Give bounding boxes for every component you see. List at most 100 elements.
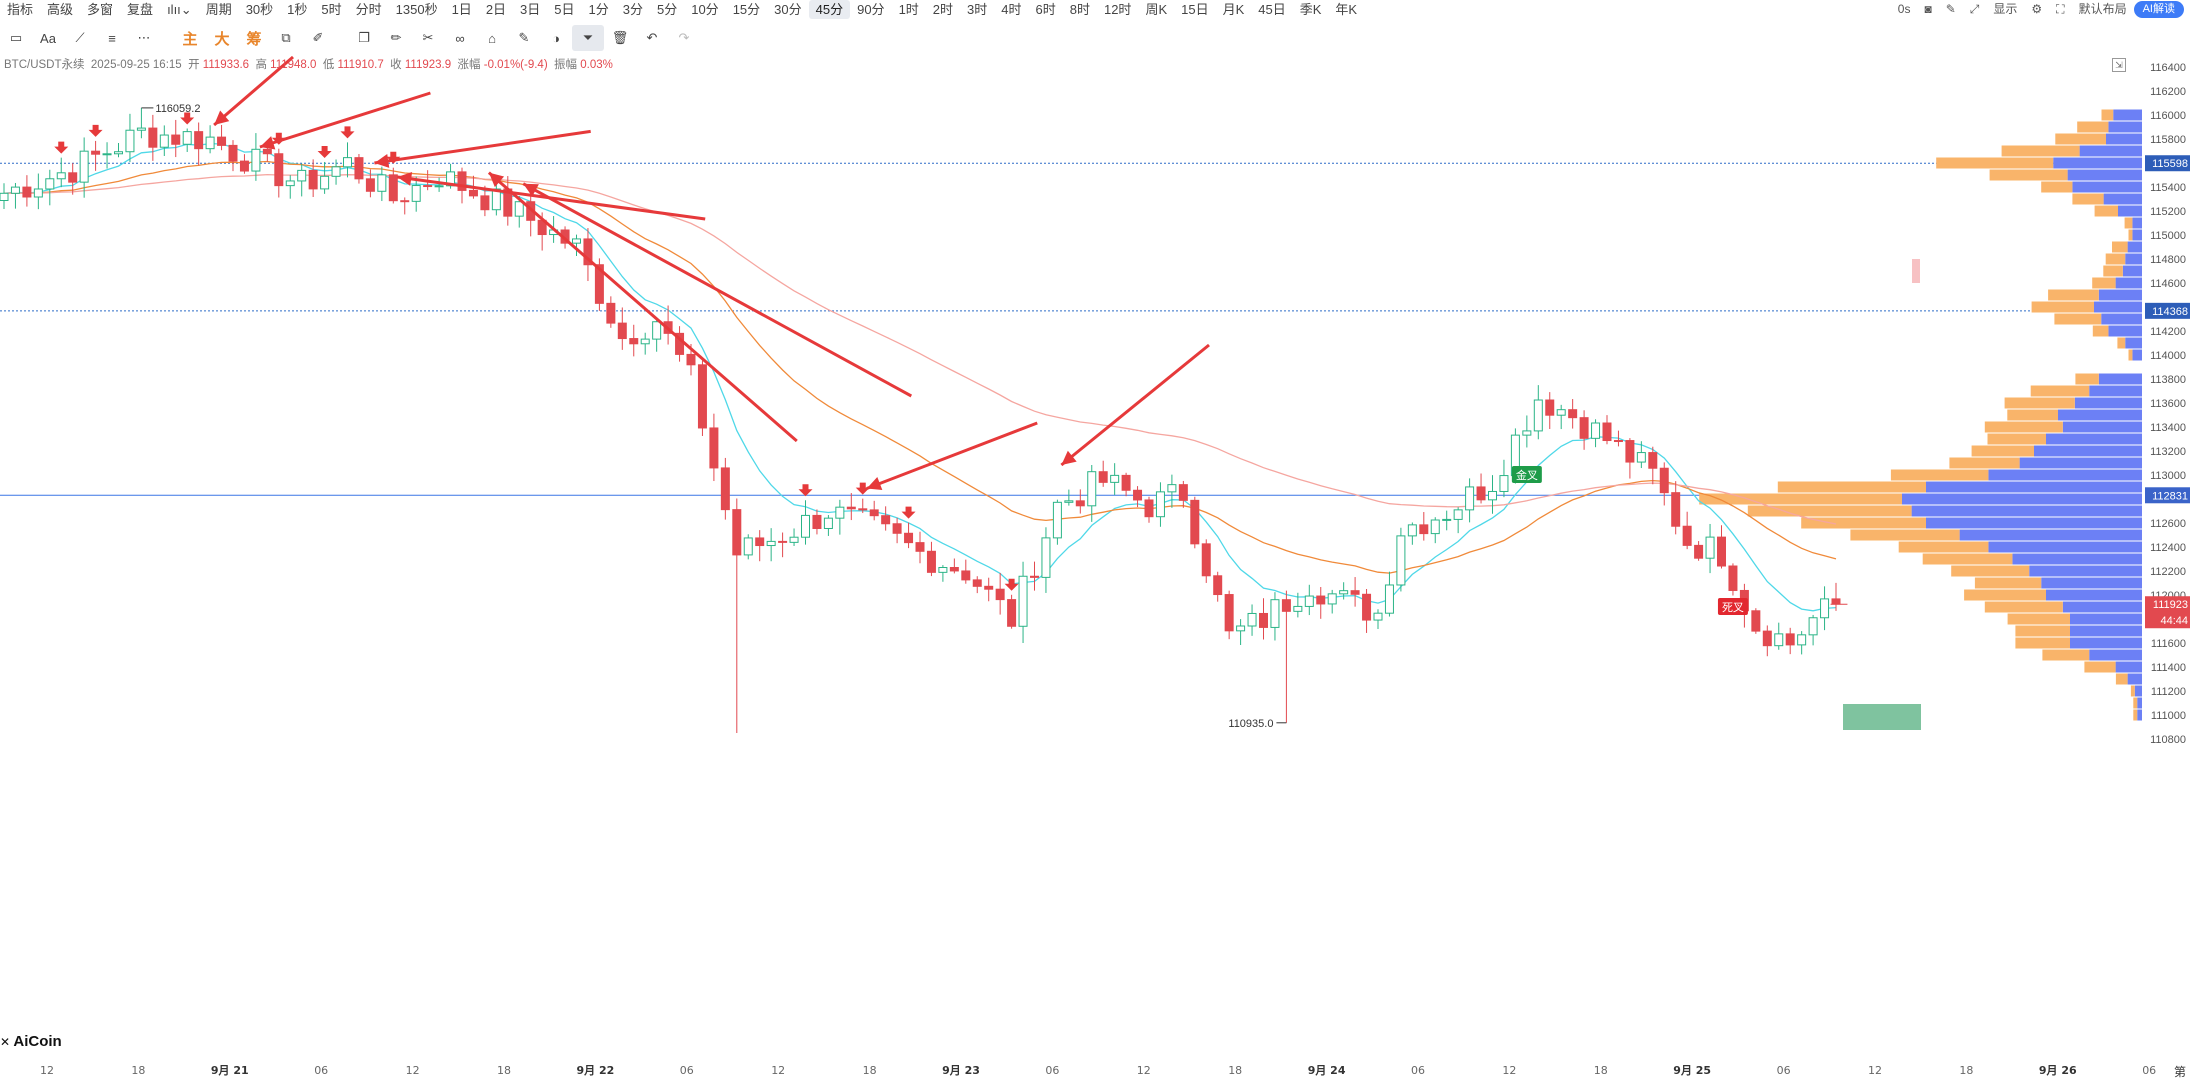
candle[interactable] [1041, 537, 1051, 578]
big-order-button[interactable]: 大 [214, 30, 230, 48]
candle[interactable] [984, 585, 994, 590]
candle[interactable] [285, 180, 295, 187]
candle[interactable] [823, 517, 833, 529]
candle[interactable] [1110, 474, 1120, 483]
candle[interactable] [1465, 486, 1475, 511]
candle[interactable] [904, 532, 914, 544]
period-item[interactable]: 45分 [808, 0, 851, 19]
period-item[interactable]: 季K [1299, 2, 1322, 17]
candle[interactable] [1453, 509, 1463, 520]
candle[interactable] [629, 338, 639, 345]
undo-icon[interactable]: ↶ [646, 30, 658, 45]
candle[interactable] [182, 131, 192, 145]
candle[interactable] [1350, 590, 1360, 595]
candle[interactable] [1636, 452, 1646, 463]
candle[interactable] [159, 134, 169, 148]
candle[interactable] [938, 567, 948, 573]
rect-icon[interactable]: ▭ [9, 30, 23, 45]
candle[interactable] [297, 169, 307, 182]
candle[interactable] [1682, 525, 1692, 546]
candle[interactable] [33, 188, 43, 198]
candle[interactable] [572, 238, 581, 244]
candle[interactable] [1270, 599, 1280, 628]
candle[interactable] [148, 127, 158, 148]
display-button[interactable]: 显示 [1993, 2, 2018, 16]
candle[interactable] [1568, 409, 1578, 419]
candle[interactable] [228, 144, 238, 162]
candle[interactable] [697, 364, 707, 429]
candle[interactable] [1762, 630, 1772, 647]
candle[interactable] [434, 185, 444, 188]
candle[interactable] [1144, 499, 1154, 518]
more-icon[interactable]: ⋯ [137, 30, 151, 45]
camera-icon[interactable]: ◙ [1924, 2, 1932, 16]
period-item[interactable]: 5时 [321, 2, 342, 17]
candle[interactable] [91, 150, 101, 155]
candle[interactable] [274, 153, 284, 187]
period-item[interactable]: 12时 [1103, 2, 1132, 17]
candle[interactable] [1339, 590, 1349, 595]
candle[interactable] [1499, 475, 1509, 492]
main-indicator-button[interactable]: 主 [182, 30, 198, 48]
candle[interactable] [136, 127, 146, 131]
candle[interactable] [0, 192, 9, 201]
candle[interactable] [1717, 536, 1726, 567]
period-item[interactable]: 周期 [205, 2, 232, 17]
filter-icon[interactable]: ⏷ [572, 25, 604, 51]
candle[interactable] [423, 185, 433, 188]
candle[interactable] [1602, 422, 1612, 442]
period-item[interactable]: 年K [1335, 2, 1358, 17]
chip-button[interactable]: 筹 [246, 30, 262, 48]
candle[interactable] [1694, 544, 1704, 559]
candle[interactable] [1121, 474, 1131, 491]
gear-icon[interactable]: ⚙ [2031, 2, 2043, 16]
expand-icon[interactable]: ⤢ [1969, 2, 1980, 16]
candle[interactable] [1579, 417, 1589, 439]
candle[interactable] [1659, 467, 1669, 494]
candle[interactable] [377, 174, 387, 192]
candle[interactable] [594, 264, 604, 304]
hlines-icon[interactable]: ≡ [108, 30, 116, 46]
candle[interactable] [720, 467, 730, 511]
period-item[interactable]: 3时 [967, 2, 988, 17]
candle[interactable] [45, 178, 55, 190]
candle[interactable] [1098, 471, 1108, 483]
candle[interactable] [1476, 486, 1486, 501]
period-item[interactable]: 复盘 [127, 2, 154, 17]
candle[interactable] [354, 157, 364, 180]
candle[interactable] [1155, 491, 1165, 518]
candle[interactable] [102, 153, 112, 156]
candle[interactable] [640, 338, 650, 345]
duplicate-icon[interactable]: ❐ [358, 30, 370, 45]
period-item[interactable]: 30分 [774, 2, 802, 17]
period-item[interactable]: 2日 [485, 2, 507, 17]
candle[interactable] [1808, 617, 1818, 636]
period-item[interactable]: 1350秒 [395, 2, 438, 17]
candle[interactable] [915, 542, 925, 552]
period-item[interactable]: 5日 [554, 2, 575, 17]
period-item[interactable]: 2时 [932, 2, 954, 17]
candle[interactable] [881, 515, 891, 525]
candle[interactable] [1293, 605, 1303, 612]
candle[interactable] [1064, 500, 1074, 503]
candle[interactable] [1190, 499, 1200, 545]
candle[interactable] [583, 238, 593, 266]
candle[interactable] [125, 129, 135, 153]
candle[interactable] [1384, 584, 1394, 614]
candle[interactable] [1705, 536, 1715, 559]
candle[interactable] [1030, 575, 1039, 578]
period-item[interactable]: 月K [1222, 2, 1245, 17]
candle[interactable] [365, 178, 375, 192]
period-item[interactable]: 30秒 [245, 2, 274, 17]
candle[interactable] [262, 148, 272, 155]
candle[interactable] [652, 321, 662, 340]
candle[interactable] [732, 509, 742, 556]
candle[interactable] [1007, 599, 1017, 627]
candle[interactable] [1625, 440, 1635, 463]
period-item[interactable]: 6时 [1035, 2, 1056, 17]
candle[interactable] [457, 171, 467, 191]
candle[interactable] [1648, 452, 1658, 469]
candle[interactable] [480, 195, 490, 211]
candle[interactable] [1075, 500, 1085, 507]
